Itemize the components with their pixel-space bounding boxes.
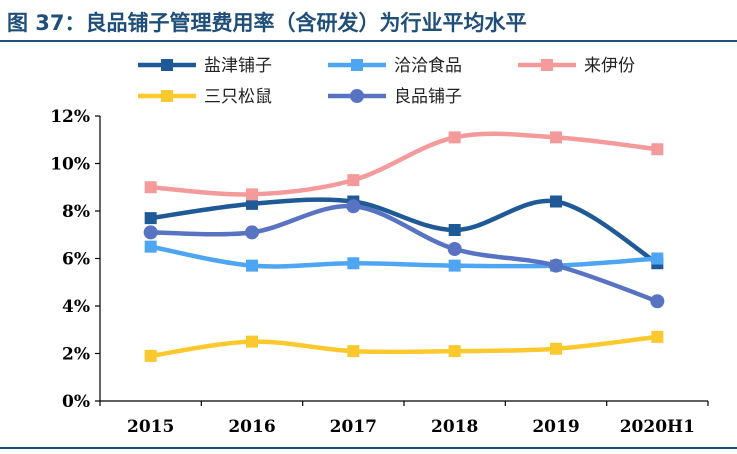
data-point [651, 252, 664, 265]
data-point [144, 349, 157, 362]
y-tick-label: 8% [62, 202, 90, 222]
series-line [148, 334, 660, 359]
legend-swatch-marker [351, 59, 363, 71]
data-point [651, 143, 664, 156]
x-tick-label: 2016 [228, 417, 275, 437]
data-point [246, 197, 258, 210]
chart-title: 图 37：良品铺子管理费用率（含研发）为行业平均水平 [7, 11, 527, 35]
series-line [148, 203, 660, 304]
data-point [347, 345, 360, 358]
data-point [347, 174, 360, 187]
x-tick-label: 2015 [127, 417, 174, 437]
data-point [144, 240, 157, 253]
bottom-divider [0, 447, 737, 449]
data-point [550, 131, 562, 144]
y-tick-label: 0% [62, 392, 90, 412]
data-point [550, 195, 562, 208]
data-point [650, 294, 665, 309]
legend-item: 盐津铺子 [138, 56, 272, 76]
y-tick-label: 12% [50, 107, 90, 127]
legend-swatch-marker [161, 90, 173, 102]
y-tick-label: 2% [62, 345, 90, 365]
data-point [245, 225, 259, 240]
legend-label: 三只松鼠 [204, 87, 272, 107]
series-2 [144, 131, 664, 201]
data-point [448, 345, 461, 358]
title-divider [0, 40, 737, 42]
data-point [347, 257, 360, 270]
data-point [144, 212, 157, 225]
data-point [448, 224, 461, 236]
legend-label: 来伊份 [584, 56, 635, 76]
legend-item: 来伊份 [518, 56, 635, 76]
data-point [448, 131, 461, 144]
axes: 0% 2% 4% 6% 8% 10% 12% 2015 2016 2017 2018 2019 2020… [50, 107, 709, 437]
legend-item: 三只松鼠 [138, 87, 272, 107]
x-tick-label: 2017 [330, 417, 377, 437]
series-line [148, 197, 660, 266]
series-line [148, 131, 660, 197]
data-point [246, 335, 258, 348]
legend-swatch-marker [541, 59, 553, 71]
y-tick-label: 10% [50, 155, 90, 175]
data-point [651, 330, 664, 343]
legend-label: 盐津铺子 [204, 56, 272, 76]
legend-swatch-marker [350, 89, 364, 103]
legend-item: 良品铺子 [328, 87, 462, 107]
data-point [549, 258, 563, 273]
data-point [246, 259, 258, 272]
data-point [447, 242, 462, 256]
y-tick-label: 6% [62, 250, 90, 270]
legend-label: 洽洽食品 [394, 56, 462, 76]
data-point [144, 181, 157, 194]
y-tick-label: 4% [62, 297, 90, 317]
series-1 [144, 240, 664, 272]
series-layer [143, 131, 665, 362]
data-point [246, 188, 258, 201]
legend-item: 洽洽食品 [328, 56, 462, 76]
series-3 [144, 330, 664, 362]
series-4 [143, 199, 665, 309]
data-point [448, 259, 461, 272]
legend-swatch-marker [161, 59, 173, 71]
data-point [143, 225, 158, 240]
x-tick-label: 2018 [431, 417, 478, 437]
legend-label: 良品铺子 [394, 87, 462, 107]
data-point [550, 342, 562, 355]
x-tick-label: 2019 [532, 417, 579, 437]
data-point [346, 199, 361, 214]
x-tick-label: 2020H1 [620, 417, 695, 437]
title-bar: 图 37：良品铺子管理费用率（含研发）为行业平均水平 [0, 0, 737, 44]
series-line [148, 244, 660, 269]
